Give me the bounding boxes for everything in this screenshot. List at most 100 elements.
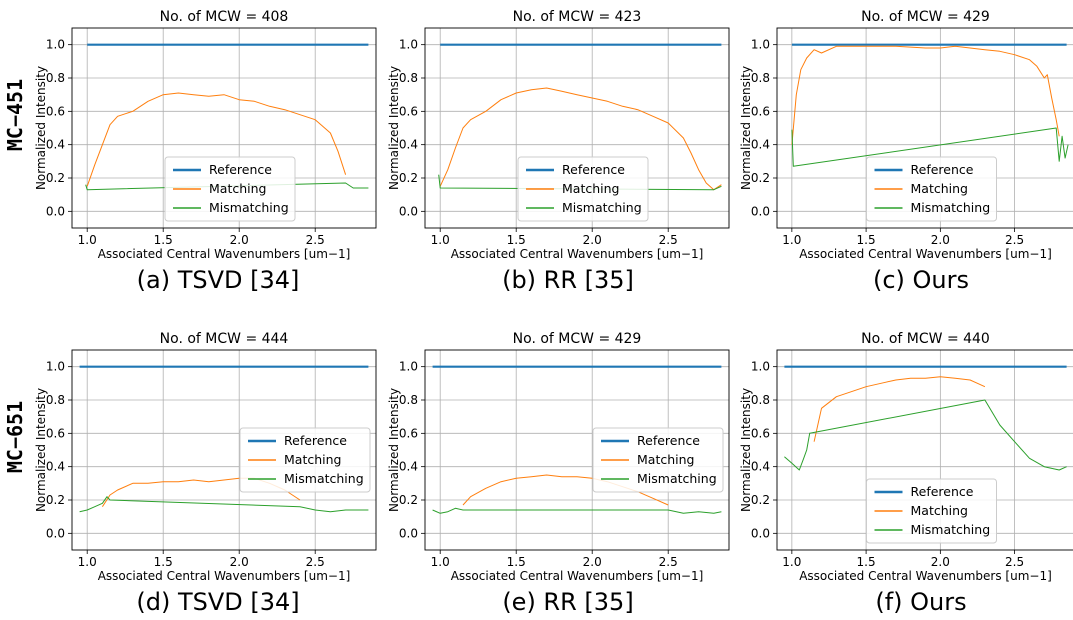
chart-title: No. of MCW = 440 bbox=[861, 331, 990, 347]
y-tick-label: 0.0 bbox=[46, 204, 65, 218]
x-tick-label: 1.0 bbox=[782, 233, 801, 247]
x-tick-label: 1.0 bbox=[782, 555, 801, 569]
x-tick-label: 2.0 bbox=[583, 555, 602, 569]
legend: Reference Matching Mismatching bbox=[239, 427, 371, 493]
chart-title: No. of MCW = 408 bbox=[160, 9, 289, 25]
chart-panel-1: 1.0 1.5 2.0 2.5 0.0 0.2 0.4 0.6 0.8 1.0 No. of MCW… bbox=[34, 9, 377, 261]
caption-c: (c) Ours bbox=[872, 266, 970, 294]
legend-label-mismatching: Mismatching bbox=[637, 471, 717, 486]
legend-label-matching: Matching bbox=[284, 452, 341, 467]
x-tick-label: 1.5 bbox=[857, 555, 876, 569]
x-axis-label: Associated Central Wavenumbers [um−1] bbox=[98, 569, 351, 583]
x-tick-label: 1.5 bbox=[507, 555, 526, 569]
series-line-matching bbox=[86, 92, 347, 187]
x-tick-label: 1.5 bbox=[507, 233, 526, 247]
legend-label-reference: Reference bbox=[911, 162, 974, 177]
legend-label-mismatching: Mismatching bbox=[911, 522, 991, 537]
caption-d: (d) TSVD [34] bbox=[136, 588, 300, 616]
y-tick-label: 0.8 bbox=[46, 71, 65, 85]
caption-b: (b) RR [35] bbox=[502, 266, 634, 294]
legend: Reference Matching Mismatching bbox=[164, 156, 296, 222]
y-tick-label: 0.8 bbox=[399, 393, 418, 407]
chart-panel-2: 1.0 1.5 2.0 2.5 0.0 0.2 0.4 0.6 0.8 1.0 No. of MCW… bbox=[387, 9, 730, 261]
caption-e: (e) RR [35] bbox=[502, 588, 634, 616]
x-tick-label: 2.5 bbox=[659, 555, 678, 569]
y-tick-label: 0.0 bbox=[751, 526, 770, 540]
y-tick-label: 1.0 bbox=[399, 360, 418, 374]
y-axis-label: Normalized Intensity bbox=[739, 388, 753, 512]
y-tick-label: 0.0 bbox=[46, 526, 65, 540]
y-axis-label: Normalized Intensity bbox=[387, 66, 401, 190]
x-axis-label: Associated Central Wavenumbers [um−1] bbox=[799, 569, 1052, 583]
x-tick-label: 2.0 bbox=[931, 233, 950, 247]
legend-box bbox=[517, 156, 649, 222]
x-tick-label: 1.0 bbox=[431, 233, 450, 247]
chart-title: No. of MCW = 429 bbox=[861, 9, 990, 25]
chart-title: No. of MCW = 444 bbox=[160, 331, 289, 347]
y-tick-label: 0.2 bbox=[399, 171, 418, 185]
legend-label-reference: Reference bbox=[209, 162, 272, 177]
legend-box bbox=[239, 427, 371, 493]
series-line-mismatching bbox=[85, 182, 369, 191]
legend-label-matching: Matching bbox=[637, 452, 694, 467]
y-tick-label: 0.0 bbox=[751, 204, 770, 218]
y-tick-label: 1.0 bbox=[751, 38, 770, 52]
y-tick-label: 0.4 bbox=[46, 138, 65, 152]
y-tick-label: 0.4 bbox=[751, 460, 770, 474]
legend: Reference Matching Mismatching bbox=[517, 156, 649, 222]
y-tick-label: 0.6 bbox=[399, 104, 418, 118]
legend-label-matching: Matching bbox=[209, 181, 266, 196]
y-tick-label: 0.4 bbox=[399, 460, 418, 474]
x-tick-label: 2.0 bbox=[931, 555, 950, 569]
legend-label-mismatching: Mismatching bbox=[209, 200, 289, 215]
x-tick-label: 2.0 bbox=[230, 233, 249, 247]
y-axis-label: Normalized Intensity bbox=[34, 388, 48, 512]
legend-label-mismatching: Mismatching bbox=[911, 200, 991, 215]
y-tick-label: 0.4 bbox=[399, 138, 418, 152]
x-tick-label: 2.5 bbox=[1005, 233, 1024, 247]
y-tick-label: 0.8 bbox=[46, 393, 65, 407]
legend-label-reference: Reference bbox=[562, 162, 625, 177]
x-axis-label: Associated Central Wavenumbers [um−1] bbox=[451, 569, 704, 583]
legend-box bbox=[866, 478, 997, 544]
legend: Reference Matching Mismatching bbox=[866, 478, 997, 544]
legend: Reference Matching Mismatching bbox=[592, 427, 724, 493]
x-tick-label: 2.5 bbox=[306, 233, 325, 247]
chart-panel-3: 1.0 1.5 2.0 2.5 0.0 0.2 0.4 0.6 0.8 1.0 No. of MCW… bbox=[739, 9, 1073, 261]
legend-box bbox=[592, 427, 724, 493]
caption-f: (f) Ours bbox=[875, 588, 967, 616]
x-tick-label: 1.0 bbox=[431, 555, 450, 569]
plot-frame bbox=[424, 27, 730, 229]
y-tick-label: 1.0 bbox=[46, 38, 65, 52]
legend-label-mismatching: Mismatching bbox=[562, 200, 642, 215]
y-tick-label: 0.2 bbox=[751, 171, 770, 185]
y-tick-label: 0.8 bbox=[751, 71, 770, 85]
plot-frame bbox=[71, 27, 377, 229]
series-line-mismatching bbox=[784, 399, 1067, 471]
chart-panel-5: 1.0 1.5 2.0 2.5 0.0 0.2 0.4 0.6 0.8 1.0 No. of MCW… bbox=[387, 331, 730, 583]
y-axis-label: Normalized Intensity bbox=[387, 388, 401, 512]
y-tick-label: 0.4 bbox=[751, 138, 770, 152]
legend-label-matching: Matching bbox=[911, 503, 968, 518]
x-tick-label: 2.5 bbox=[306, 555, 325, 569]
legend-label-mismatching: Mismatching bbox=[284, 471, 364, 486]
y-tick-label: 0.2 bbox=[751, 493, 770, 507]
y-axis-label: Normalized Intensity bbox=[34, 66, 48, 190]
plot-frame bbox=[424, 349, 730, 551]
x-tick-label: 1.5 bbox=[857, 233, 876, 247]
x-tick-label: 2.5 bbox=[1005, 555, 1024, 569]
y-tick-label: 1.0 bbox=[399, 38, 418, 52]
series-line-matching bbox=[791, 45, 1060, 145]
y-tick-label: 0.2 bbox=[46, 493, 65, 507]
y-tick-label: 1.0 bbox=[46, 360, 65, 374]
legend: Reference Matching Mismatching bbox=[866, 156, 997, 222]
x-tick-label: 1.0 bbox=[78, 555, 97, 569]
chart-title: No. of MCW = 423 bbox=[513, 9, 642, 25]
x-axis-label: Associated Central Wavenumbers [um−1] bbox=[799, 247, 1052, 261]
y-tick-label: 0.8 bbox=[399, 71, 418, 85]
y-tick-label: 0.0 bbox=[399, 204, 418, 218]
y-tick-label: 0.6 bbox=[399, 426, 418, 440]
y-tick-label: 0.0 bbox=[399, 526, 418, 540]
x-tick-label: 2.5 bbox=[659, 233, 678, 247]
